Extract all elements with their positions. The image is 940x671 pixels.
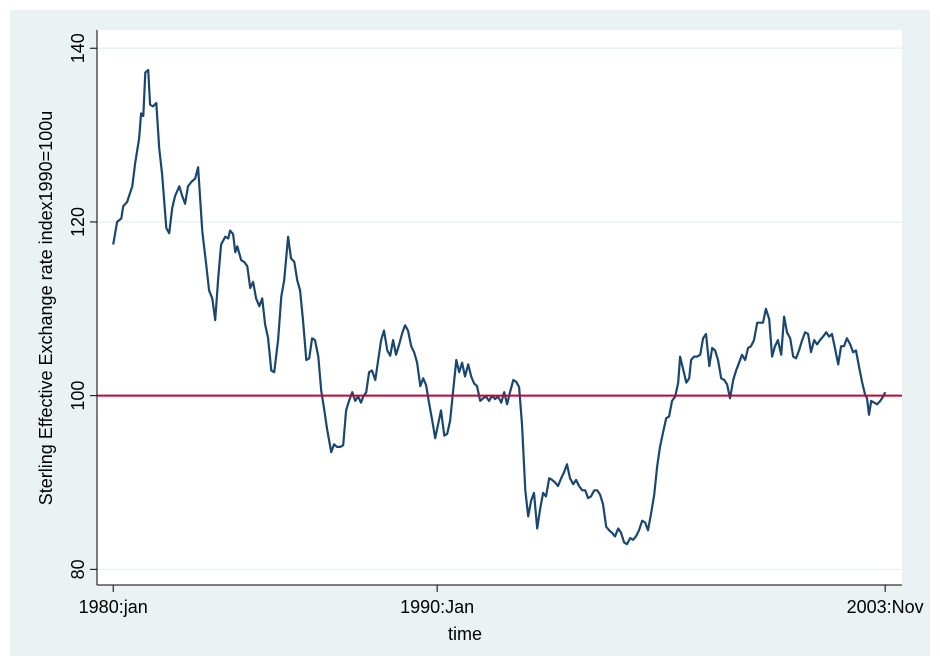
y-tick-label: 140 bbox=[68, 33, 88, 63]
y-tick-label: 120 bbox=[68, 207, 88, 237]
x-axis-label: time bbox=[448, 624, 482, 644]
x-tick-label: 2003:Nov bbox=[847, 597, 924, 617]
y-axis-label: Sterling Effective Exchange rate index19… bbox=[36, 111, 56, 505]
line-series bbox=[112, 68, 887, 546]
x-tick-label: 1980:jan bbox=[79, 597, 148, 617]
plot-area bbox=[97, 30, 902, 585]
y-tick-label: 80 bbox=[68, 559, 88, 579]
x-tick-label: 1990:Jan bbox=[400, 597, 474, 617]
y-tick-label: 100 bbox=[68, 381, 88, 411]
